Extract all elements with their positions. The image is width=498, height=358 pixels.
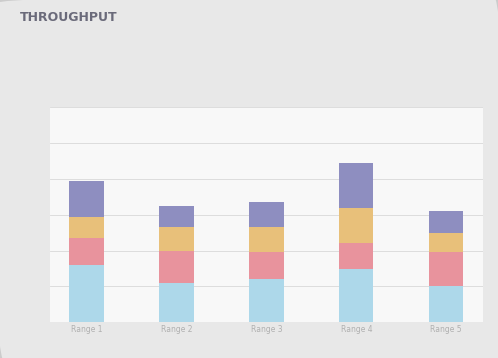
Bar <box>249 252 283 279</box>
Bar <box>70 238 104 265</box>
Bar <box>429 233 463 252</box>
Bar <box>339 243 374 268</box>
Bar <box>159 251 194 283</box>
Bar <box>249 279 283 322</box>
Bar <box>70 265 104 322</box>
Bar <box>70 217 104 238</box>
Bar <box>339 268 374 322</box>
Bar <box>70 181 104 217</box>
Bar <box>159 227 194 251</box>
Bar <box>159 283 194 322</box>
Bar <box>159 206 194 227</box>
Bar <box>339 163 374 208</box>
Bar <box>429 286 463 322</box>
Bar <box>429 252 463 286</box>
Bar <box>249 202 283 227</box>
Bar <box>429 211 463 233</box>
Text: THROUGHPUT: THROUGHPUT <box>20 11 118 24</box>
Bar <box>339 208 374 243</box>
Bar <box>249 227 283 252</box>
